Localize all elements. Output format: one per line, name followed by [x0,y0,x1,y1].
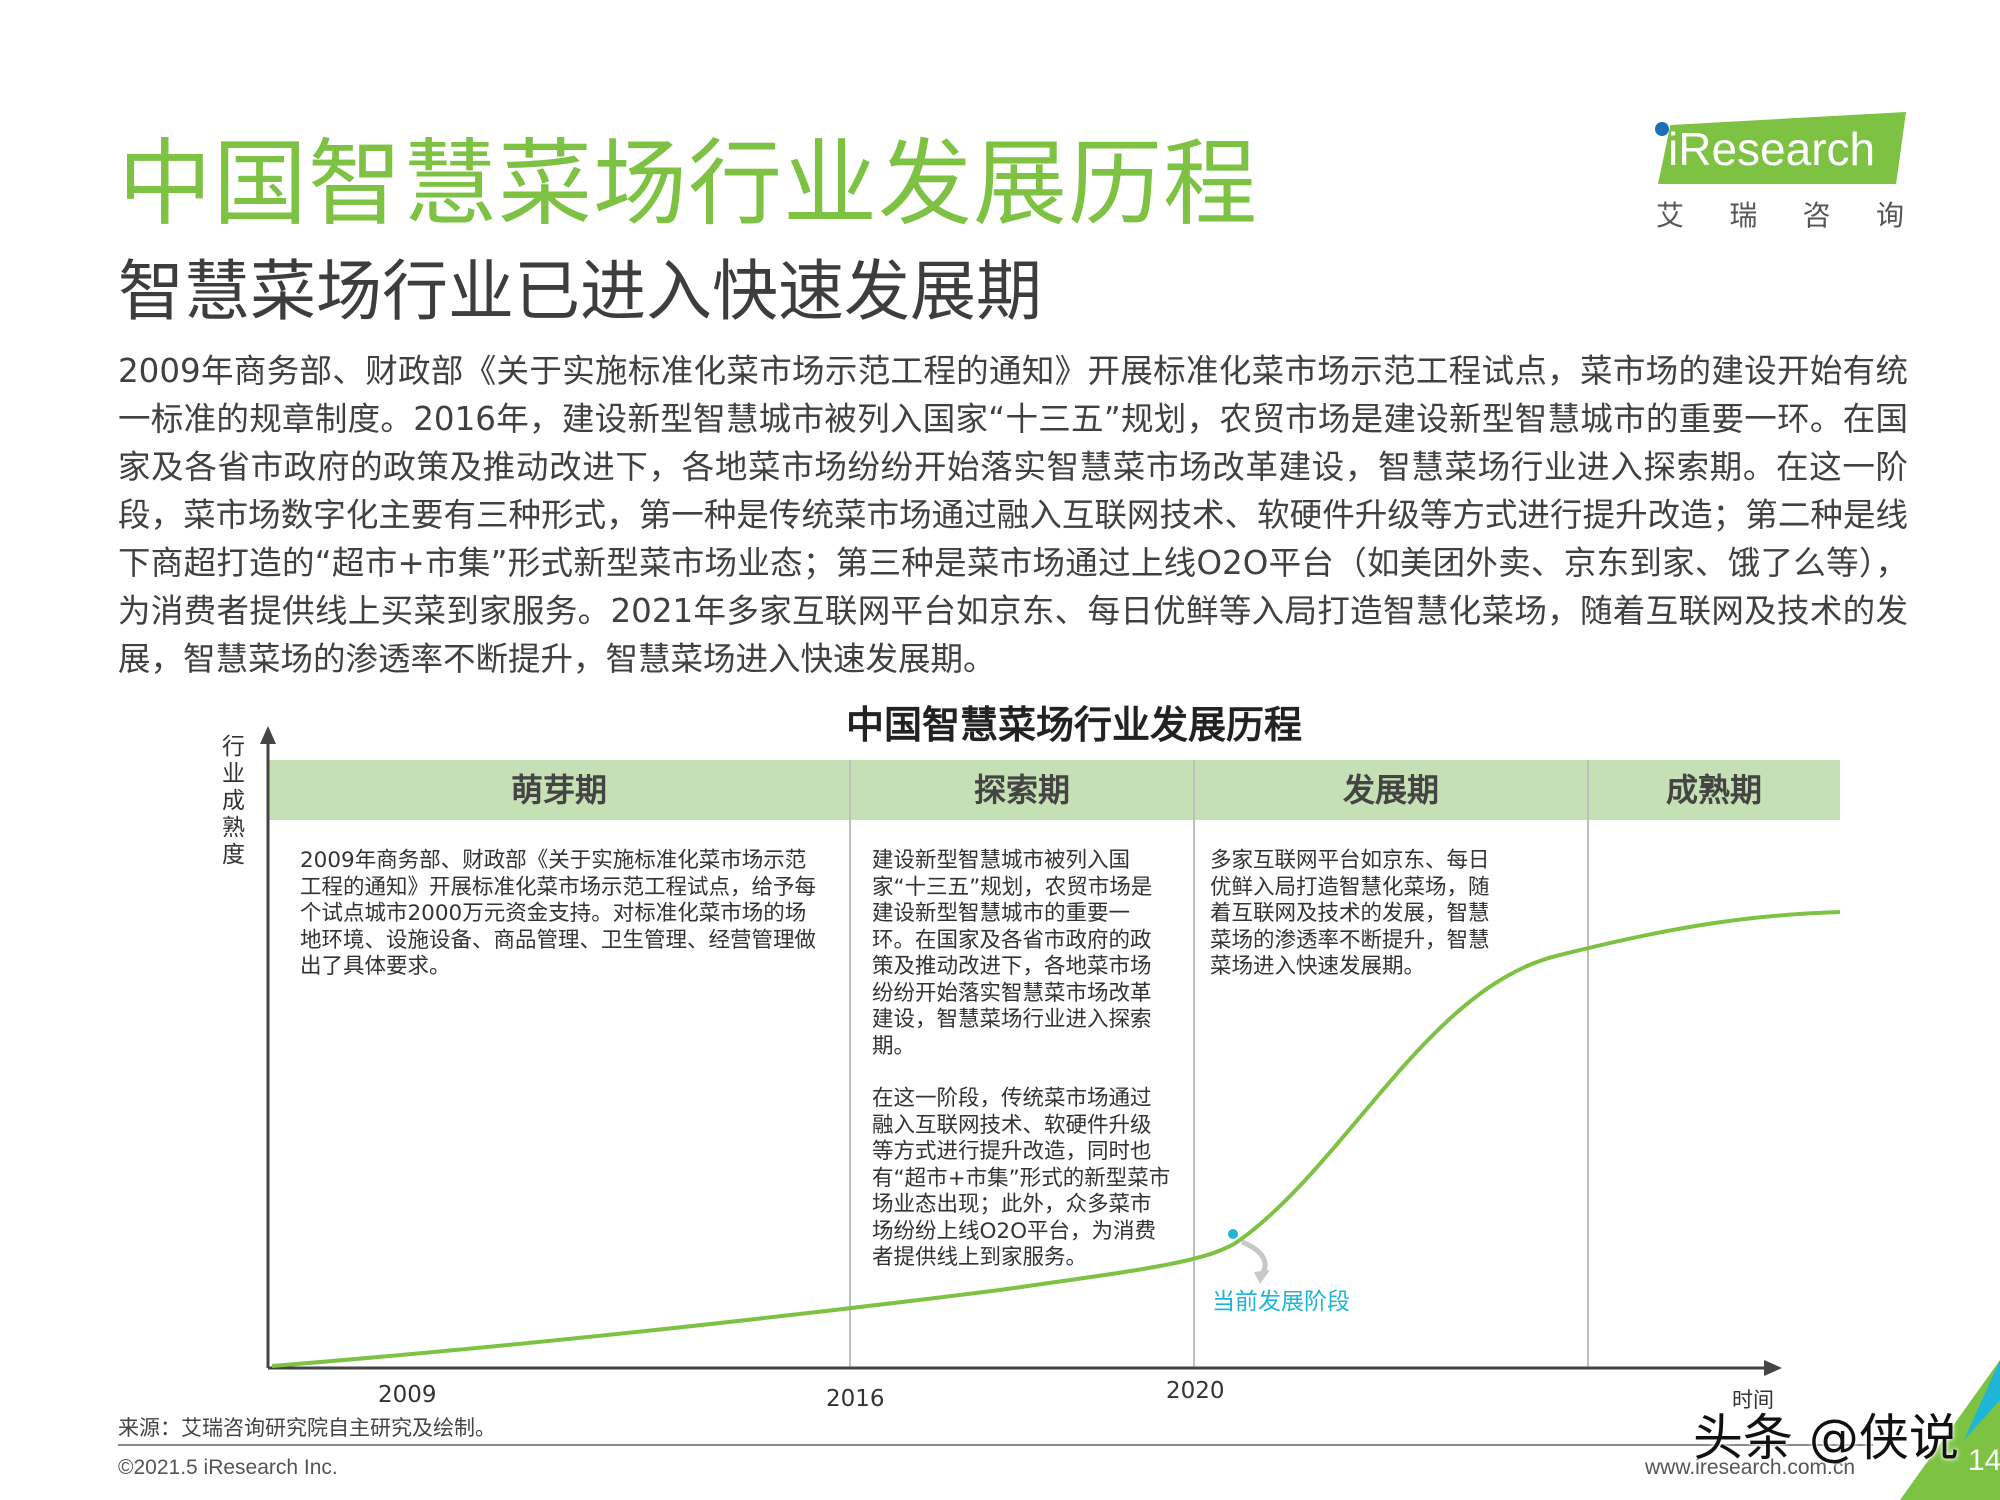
diagram-title: 中国智慧菜场行业发展历程 [845,703,1302,747]
year-label: 2020 [1166,1378,1225,1404]
x-axis-arrow-icon [1764,1360,1782,1376]
page-number: 14 [1968,1444,2000,1477]
curved-arrow-head-icon [1254,1270,1270,1284]
stage-desc-develop: 多家互联网平台如京东、每日优鲜入局打造智慧化菜场，随着互联网及技术的发展，智慧菜… [1210,848,1490,979]
logo-dot-icon [1655,122,1669,136]
stage-desc-explore-2: 在这一阶段，传统菜市场通过融入互联网技术、软硬件升级等方式进行提升改造，同时也有… [872,1086,1171,1270]
stage-header-band [268,760,1840,820]
corner-decoration [1900,1360,2000,1500]
website-text: www.iresearch.com.cn [1645,1456,1856,1479]
year-label: 2016 [826,1386,885,1412]
logo-chinese-text: 艾 瑞 咨 询 [1656,194,1904,234]
page-subtitle: 智慧菜场行业已进入快速发展期 [118,253,1042,330]
logo-char: 咨 [1802,199,1831,232]
logo-brand-text: iResearch [1668,123,1876,175]
y-axis-label: 行业成熟度 [222,734,245,868]
stage-desc-sprout: 2009年商务部、财政部《关于实施标准化菜市场示范工程的通知》开展标准化菜市场示… [300,848,817,979]
current-stage-label: 当前发展阶段 [1212,1289,1350,1315]
maturity-curve [271,910,1841,1368]
stage-header-mature: 成熟期 [1665,771,1762,809]
logo-char: 瑞 [1729,199,1758,232]
logo-char: 询 [1875,199,1904,232]
year-label: 2009 [378,1382,437,1408]
watermark-text: 头条 @侠说 [1693,1409,1959,1467]
copyright-text: ©2021.5 iResearch Inc. [118,1456,338,1479]
iresearch-logo: iResearch 艾 瑞 咨 询 [1648,104,1908,234]
logo-char: 艾 [1656,199,1685,232]
y-axis-arrow-icon [260,726,276,744]
source-note: 来源：艾瑞咨询研究院自主研究及绘制。 [118,1416,496,1440]
x-axis-label: 时间 [1732,1388,1774,1412]
current-stage-marker [1228,1229,1238,1239]
logo-green-band [1658,112,1906,184]
curved-arrow-icon [1241,1239,1268,1276]
page-title: 中国智慧菜场行业发展历程 [118,130,1259,239]
stage-desc-explore: 建设新型智慧城市被列入国家“十三五”规划，农贸市场是建设新型智慧城市的重要一环。… [872,848,1153,1059]
stage-header-develop: 发展期 [1342,771,1439,809]
stage-header-explore: 探索期 [973,771,1070,809]
footer-divider [118,1444,1873,1446]
stage-header-sprout: 萌芽期 [510,771,607,809]
intro-paragraph: 2009年商务部、财政部《关于实施标准化菜市场示范工程的通知》开展标准化菜市场示… [118,352,1908,678]
